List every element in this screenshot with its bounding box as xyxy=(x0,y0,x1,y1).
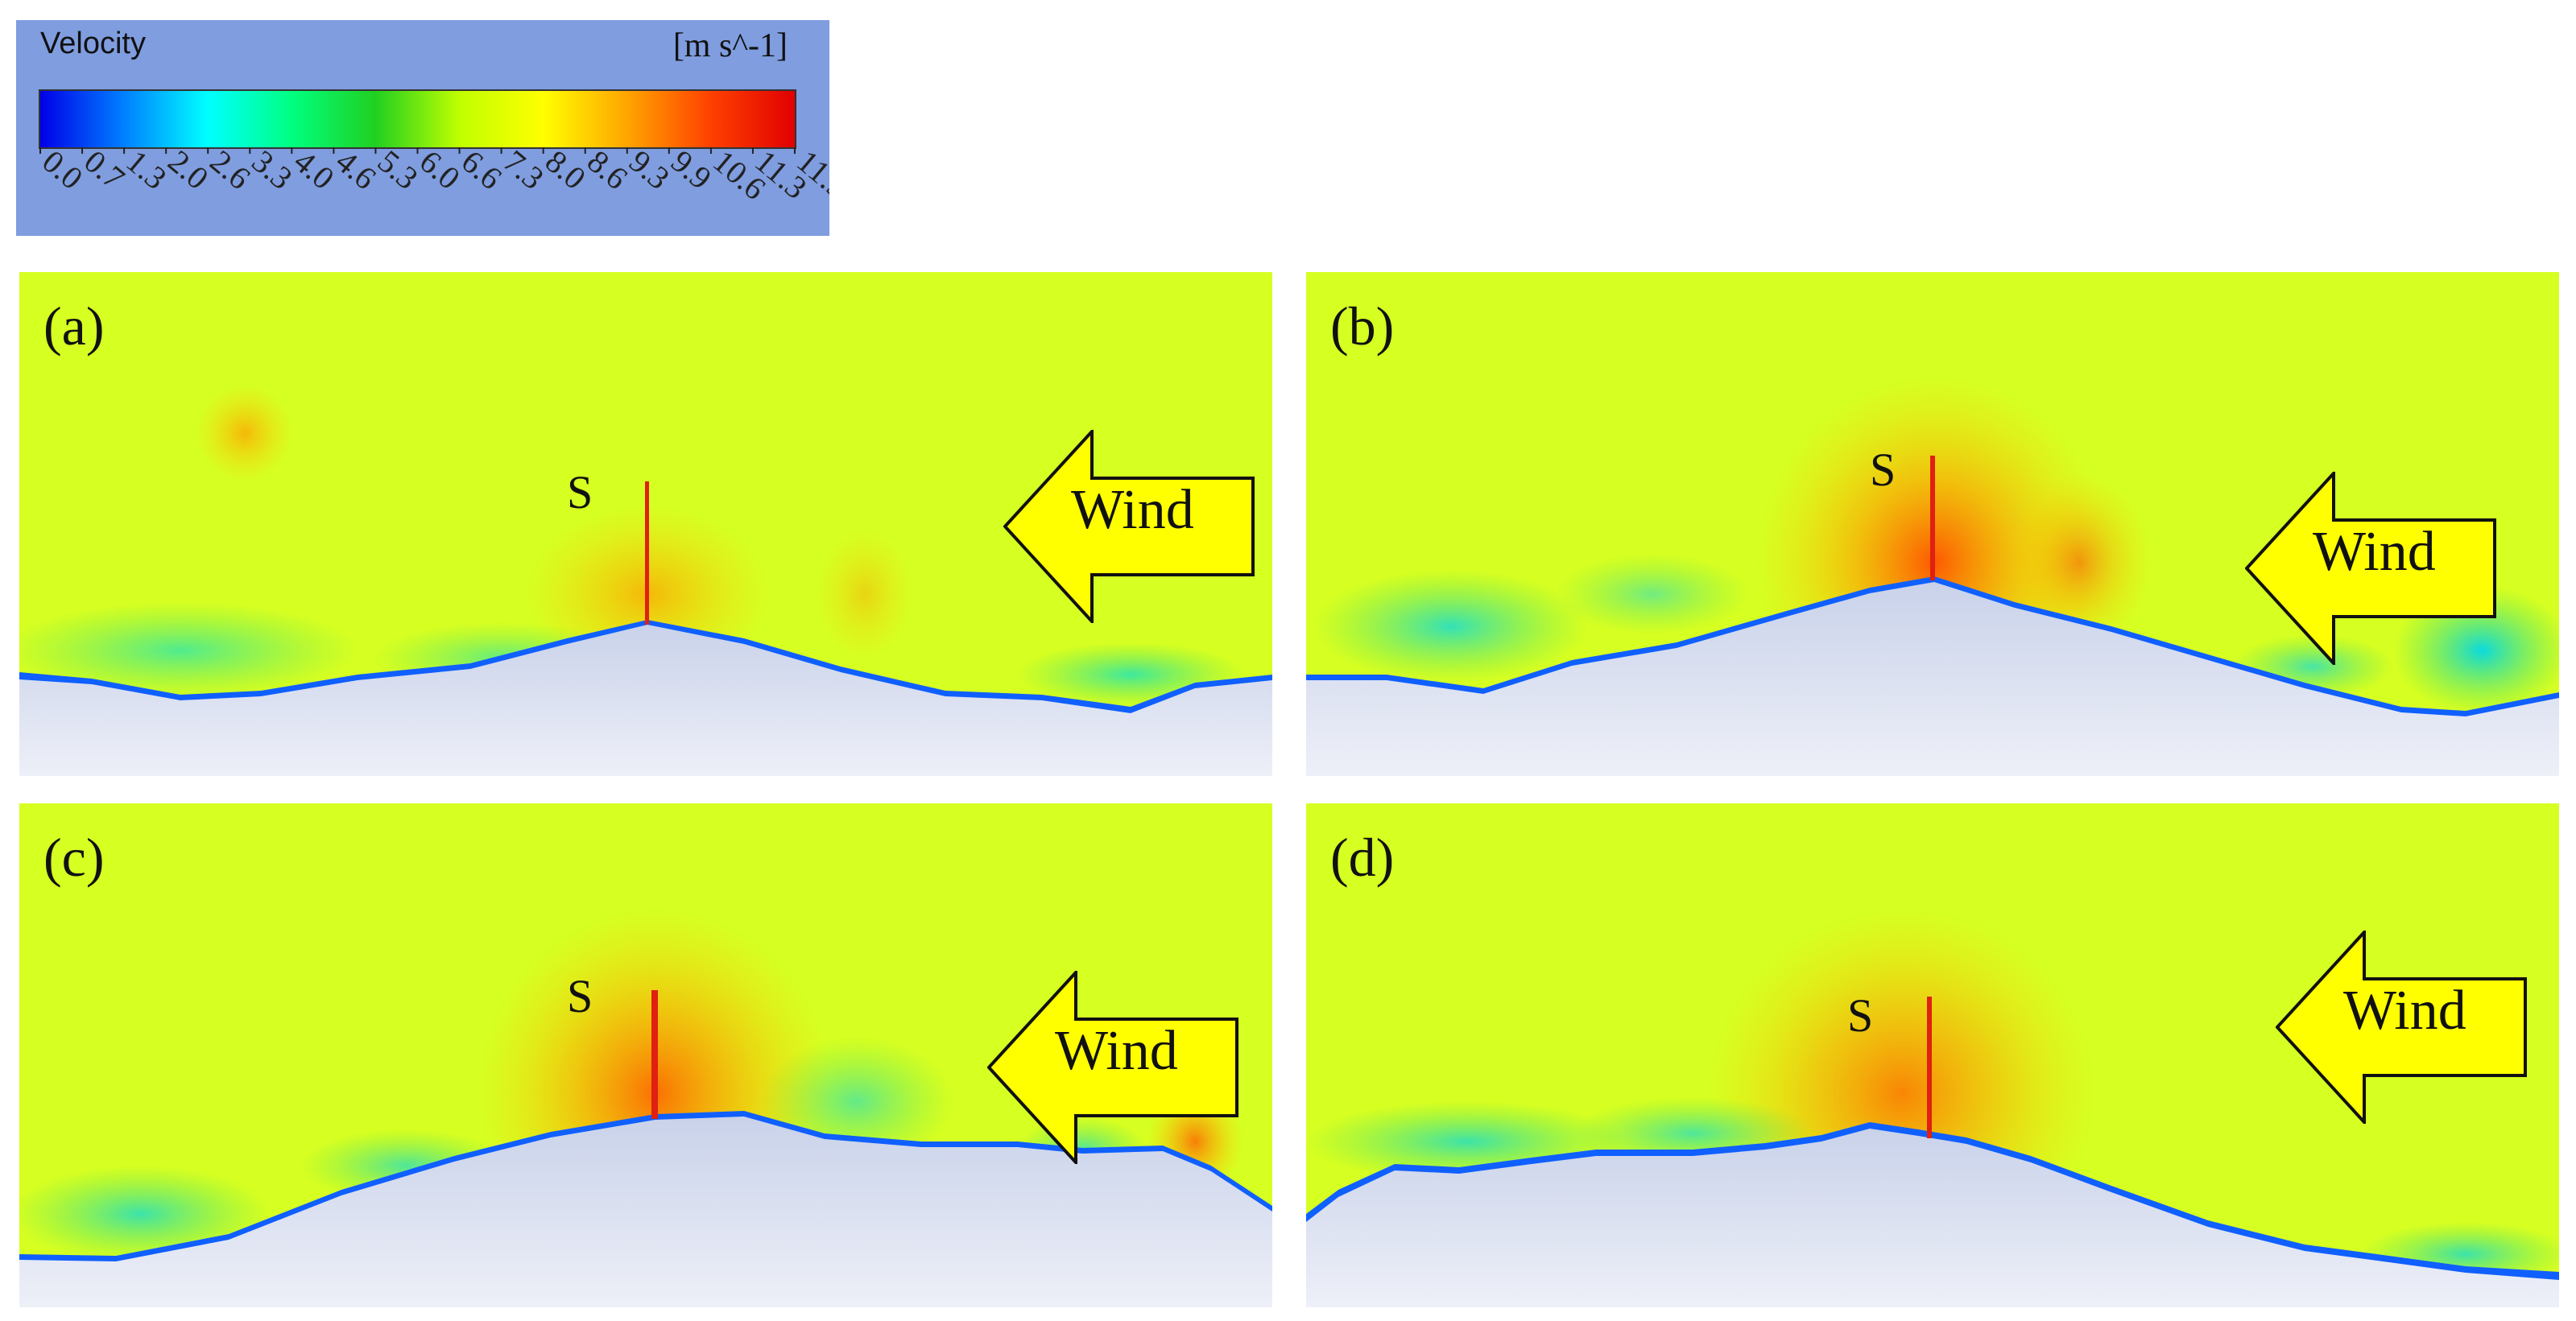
panel-label: (b) xyxy=(1330,295,1395,357)
panel-c: (c) S Wind xyxy=(19,803,1272,1307)
legend-title: Velocity xyxy=(40,27,146,60)
wind-label: Wind xyxy=(2313,521,2436,583)
mast-label: S xyxy=(567,466,593,518)
wind-label: Wind xyxy=(1071,479,1194,541)
mast xyxy=(651,990,658,1119)
wind-label: Wind xyxy=(2343,980,2466,1042)
panel-label: (c) xyxy=(43,827,105,888)
velocity-legend: Velocity [m s^-1] 0.0 0.7 1.3 2.0 2.6 3.3 4.0 4… xyxy=(16,20,829,236)
wind-arrow-icon xyxy=(2276,931,2527,1124)
mast-label: S xyxy=(1847,989,1874,1042)
wind-arrow-icon xyxy=(1003,430,1255,623)
legend-tick-labels: 0.00.71.32.02.63.34.04.65.36.06.67.38.08… xyxy=(35,142,829,206)
mast-label: S xyxy=(1870,444,1896,496)
panel-b: (b) S Wind xyxy=(1306,272,2559,776)
mast xyxy=(645,481,649,625)
panel-a: (a) S Wind xyxy=(19,272,1272,776)
wind-arrow-icon xyxy=(2245,472,2496,665)
panel-d: (d) S Wind xyxy=(1306,803,2559,1307)
velocity-field-b xyxy=(1306,272,2559,776)
mast xyxy=(1930,456,1935,580)
mast xyxy=(1927,997,1932,1138)
wind-label: Wind xyxy=(1055,1020,1178,1082)
panel-label: (d) xyxy=(1330,827,1395,888)
mast-label: S xyxy=(567,970,593,1022)
wind-arrow-icon xyxy=(987,971,1238,1164)
panel-label: (a) xyxy=(43,295,105,357)
legend-unit: [m s^-1] xyxy=(672,27,788,64)
